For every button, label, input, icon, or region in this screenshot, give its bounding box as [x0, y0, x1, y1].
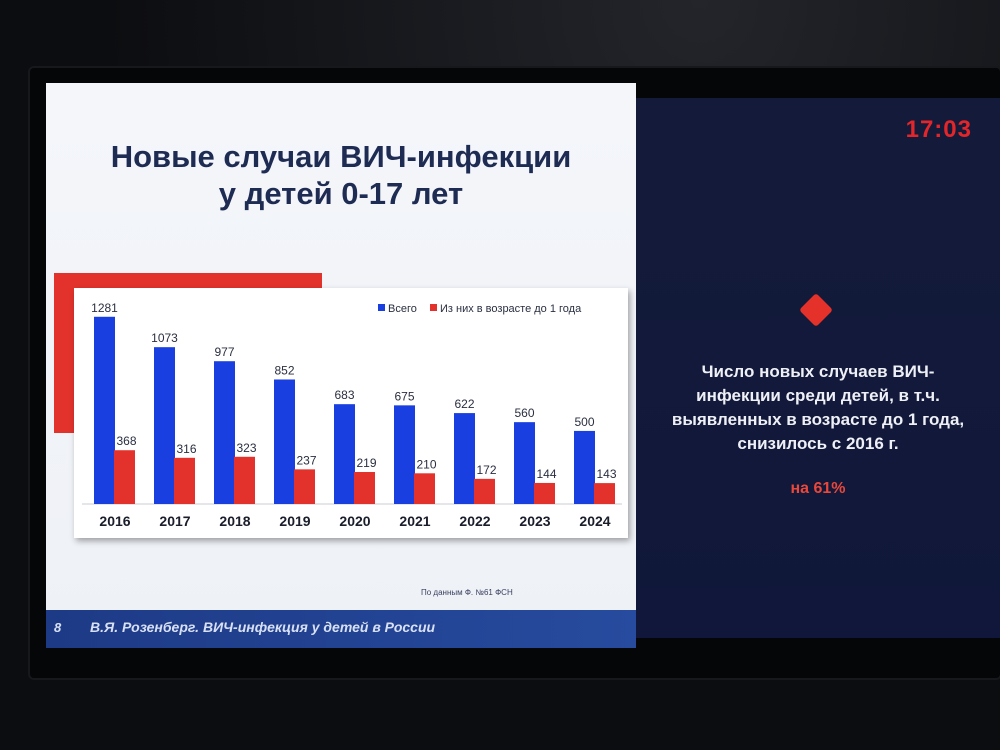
- presentation-slide: Новые случаи ВИЧ-инфекции у детей 0-17 л…: [46, 83, 636, 648]
- tick-label-2016: 2016: [99, 513, 130, 529]
- bar-total-2018: [214, 361, 235, 504]
- bar-total-2023: [514, 422, 535, 504]
- slide-title: Новые случаи ВИЧ-инфекции у детей 0-17 л…: [46, 138, 636, 212]
- page-number: 8: [54, 620, 62, 635]
- tick-label-2021: 2021: [399, 513, 430, 529]
- slide-title-line-1: Новые случаи ВИЧ-инфекции: [110, 139, 572, 174]
- footer-author-text: В.Я. Розенберг. ВИЧ-инфекция у детей в Р…: [90, 619, 436, 635]
- slide-title-line-2: у детей 0-17 лет: [218, 176, 464, 211]
- panel-highlight-percent: на 61%: [790, 480, 846, 497]
- bar-total-2019: [274, 379, 295, 504]
- data-label-infants-2020: 219: [356, 456, 376, 470]
- tick-label-2024: 2024: [579, 513, 610, 529]
- data-label-infants-2016: 368: [116, 434, 136, 448]
- data-label-infants-2024: 143: [596, 467, 616, 481]
- bar-total-2017: [154, 347, 175, 504]
- data-label-infants-2022: 172: [476, 463, 496, 477]
- data-label-infants-2019: 237: [296, 453, 316, 467]
- bar-total-2022: [454, 413, 475, 504]
- slide-footer: 8 В.Я. Розенберг. ВИЧ-инфекция у детей в…: [46, 610, 636, 648]
- panel-text-line-2: инфекции среди детей, в т.ч.: [696, 386, 940, 405]
- bar-total-2024: [574, 430, 595, 504]
- bar-total-2020: [334, 404, 355, 504]
- legend-label-infants: Из них в возрасте до 1 года: [440, 303, 582, 315]
- tick-label-2023: 2023: [519, 513, 550, 529]
- bar-infants-2023: [534, 482, 555, 504]
- chart-container: 1281 368 2016 1073 316 2017 977 323 2018 852 237 20…: [74, 288, 628, 538]
- bar-infants-2024: [594, 483, 615, 504]
- data-label-total-2023: 560: [514, 406, 534, 420]
- source-note: По данным Ф. №61 ФСН: [421, 588, 513, 597]
- bar-total-2016: [94, 316, 115, 504]
- panel-text-line-1: Число новых случаев ВИЧ-: [701, 362, 935, 381]
- bar-infants-2017: [174, 457, 195, 504]
- bar-total-2021: [394, 405, 415, 504]
- data-label-total-2016: 1281: [91, 301, 118, 315]
- data-label-total-2024: 500: [574, 415, 594, 429]
- tick-label-2017: 2017: [159, 513, 190, 529]
- bar-infants-2018: [234, 456, 255, 504]
- data-label-infants-2017: 316: [176, 442, 196, 456]
- data-label-total-2019: 852: [274, 363, 294, 377]
- clock-display: 17:03: [905, 116, 972, 143]
- legend-swatch-infants: [430, 304, 437, 311]
- data-label-infants-2021: 210: [416, 457, 436, 471]
- tick-label-2018: 2018: [219, 513, 250, 529]
- bar-chart: 1281 368 2016 1073 316 2017 977 323 2018 852 237 20…: [82, 301, 622, 529]
- data-label-total-2022: 622: [454, 397, 474, 411]
- tick-label-2022: 2022: [459, 513, 490, 529]
- data-label-total-2017: 1073: [151, 331, 178, 345]
- diamond-bullet-icon: [799, 293, 833, 327]
- legend-swatch-total: [378, 304, 385, 311]
- data-label-infants-2018: 323: [236, 441, 256, 455]
- data-label-total-2021: 675: [394, 389, 414, 403]
- panel-text-line-3: выявленных в возрасте до 1 года,: [671, 410, 965, 429]
- bar-infants-2021: [414, 473, 435, 504]
- tick-label-2020: 2020: [339, 513, 370, 529]
- data-label-infants-2023: 144: [536, 467, 556, 481]
- legend-label-total: Всего: [388, 303, 417, 315]
- data-label-total-2018: 977: [214, 345, 234, 359]
- data-label-total-2020: 683: [334, 388, 354, 402]
- bar-infants-2019: [294, 469, 315, 504]
- panel-text-line-4: снизилось с 2016 г.: [737, 434, 899, 453]
- info-panel: 17:03 Число новых случаев ВИЧ- инфекции …: [636, 98, 1000, 638]
- bar-infants-2020: [354, 471, 375, 504]
- panel-statement: Число новых случаев ВИЧ- инфекции среди …: [636, 360, 1000, 456]
- tick-label-2019: 2019: [279, 513, 310, 529]
- bar-infants-2016: [114, 450, 135, 504]
- bar-infants-2022: [474, 478, 495, 504]
